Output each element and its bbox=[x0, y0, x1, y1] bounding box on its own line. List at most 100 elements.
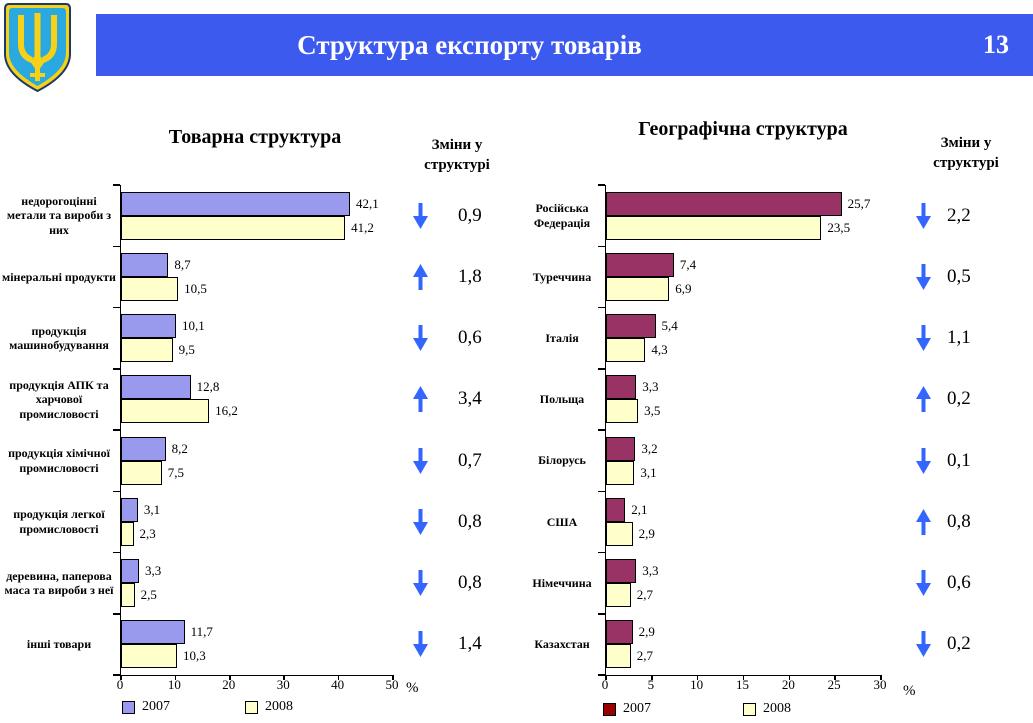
bar-2007 bbox=[121, 497, 138, 522]
bar-2007 bbox=[121, 436, 166, 461]
x-tick-label: 10 bbox=[690, 677, 704, 692]
category-label: продукція АПК та харчової промисловості bbox=[9, 377, 109, 421]
bar-2008 bbox=[606, 644, 631, 669]
change-item: 0,6 bbox=[916, 567, 971, 599]
change-value: 0,2 bbox=[947, 388, 971, 410]
change-item: 0,8 bbox=[413, 567, 482, 599]
bar-2008 bbox=[121, 399, 210, 424]
bar-2008 bbox=[606, 460, 635, 485]
bar-value-label: 3,2 bbox=[641, 440, 658, 456]
value-axis-tick bbox=[337, 675, 340, 680]
change-value: 0,8 bbox=[947, 510, 971, 532]
bar-2007 bbox=[606, 252, 674, 277]
bar-2007 bbox=[606, 497, 626, 522]
bar-2007 bbox=[121, 559, 139, 584]
change-value: 0,6 bbox=[947, 572, 971, 594]
bar-value-label: 6,9 bbox=[675, 280, 692, 296]
bar-2007 bbox=[606, 314, 656, 339]
category-axis-tick bbox=[597, 490, 605, 492]
bar-value-label: 2,7 bbox=[636, 587, 653, 603]
category-axis-tick bbox=[112, 184, 120, 186]
arrow-down-icon bbox=[413, 631, 428, 658]
changes-column-header: Зміни у структурі bbox=[424, 137, 490, 173]
chart-title: Географічна структура bbox=[638, 118, 848, 140]
bar-2008 bbox=[606, 215, 822, 240]
bar-2007 bbox=[606, 436, 636, 461]
legend-label: 2007 bbox=[142, 699, 170, 714]
arrow-down-icon bbox=[916, 202, 931, 229]
bar-value-label: 23,5 bbox=[827, 219, 851, 235]
category-label: Російська Федерація bbox=[533, 201, 591, 230]
change-item: 0,5 bbox=[916, 261, 971, 293]
arrow-down-icon bbox=[916, 447, 931, 474]
category-axis-tick bbox=[597, 551, 605, 554]
x-tick-label: 10 bbox=[167, 677, 181, 692]
change-value: 1,4 bbox=[458, 633, 482, 655]
bar-2008 bbox=[121, 215, 346, 240]
arrow-down-icon bbox=[916, 570, 931, 597]
bar-2008 bbox=[606, 399, 639, 424]
legend-swatch-2007 bbox=[603, 702, 616, 716]
category-label: Німеччина bbox=[532, 575, 592, 590]
category-axis-tick bbox=[112, 490, 120, 492]
change-item: 2,2 bbox=[916, 200, 971, 232]
arrow-down-icon bbox=[413, 447, 428, 474]
change-item: 0,7 bbox=[413, 445, 482, 477]
category-label: продукція хімічної промисловості bbox=[8, 446, 110, 475]
arrow-down-icon bbox=[916, 631, 931, 658]
change-item: 3,4 bbox=[413, 383, 482, 415]
category-label: продукція легкої промисловості bbox=[13, 507, 105, 536]
category-axis-tick bbox=[597, 184, 605, 186]
change-item: 0,9 bbox=[413, 200, 482, 232]
category-label: Польща bbox=[539, 392, 585, 407]
slide-title-bar: Структура експорту товарів 13 bbox=[96, 14, 1033, 76]
category-axis-tick bbox=[597, 306, 605, 309]
legend-label: 2007 bbox=[623, 701, 651, 716]
x-tick-label: 20 bbox=[781, 677, 795, 692]
x-tick-label: 30 bbox=[276, 677, 290, 692]
bar-2008 bbox=[121, 276, 179, 301]
change-item: 0,2 bbox=[916, 383, 971, 415]
value-axis-tick bbox=[788, 675, 791, 680]
value-axis-tick bbox=[651, 675, 653, 680]
change-value: 0,9 bbox=[458, 204, 482, 226]
arrow-up-icon bbox=[413, 263, 428, 290]
arrow-down-icon bbox=[413, 508, 428, 535]
bar-2007 bbox=[606, 559, 637, 584]
change-value: 1,8 bbox=[458, 265, 482, 287]
x-tick-label: 50 bbox=[385, 677, 399, 692]
legend: 2007 2008 bbox=[122, 699, 293, 715]
bar-value-label: 2,7 bbox=[636, 648, 653, 664]
x-tick-label: 15 bbox=[736, 677, 749, 692]
value-axis-tick bbox=[834, 675, 836, 680]
legend-label: 2008 bbox=[763, 701, 791, 716]
bar-2007 bbox=[606, 375, 637, 400]
bar-value-label: 7,4 bbox=[679, 256, 697, 272]
bar-value-label: 2,9 bbox=[638, 525, 655, 541]
bar-value-label: 7,5 bbox=[167, 464, 185, 480]
ukraine-coat-of-arms-icon bbox=[3, 2, 72, 93]
change-value: 0,8 bbox=[458, 572, 482, 594]
change-value: 0,2 bbox=[947, 633, 971, 655]
x-tick-label: 0 bbox=[601, 677, 609, 692]
arrow-up-icon bbox=[413, 386, 428, 413]
bar-value-label: 3,1 bbox=[143, 501, 161, 517]
category-axis-tick bbox=[112, 306, 120, 309]
chart-title: Товарна структура bbox=[168, 126, 342, 148]
change-value: 0,5 bbox=[947, 265, 971, 287]
change-item: 0,8 bbox=[413, 506, 482, 538]
arrow-down-icon bbox=[413, 325, 428, 352]
slide-page-number: 13 bbox=[983, 30, 1009, 59]
value-axis-tick bbox=[742, 675, 745, 680]
bar-value-label: 5,4 bbox=[661, 318, 678, 334]
change-item: 1,4 bbox=[413, 628, 482, 660]
arrow-up-icon bbox=[916, 386, 931, 413]
bar-value-label: 10,1 bbox=[181, 318, 205, 334]
bar-2007 bbox=[121, 314, 176, 339]
value-axis-tick bbox=[283, 675, 285, 680]
bar-value-label: 2,9 bbox=[638, 624, 655, 640]
bar-2007 bbox=[606, 620, 633, 645]
bar-value-label: 3,5 bbox=[644, 403, 661, 419]
trident-emblem-graphic bbox=[4, 3, 71, 93]
